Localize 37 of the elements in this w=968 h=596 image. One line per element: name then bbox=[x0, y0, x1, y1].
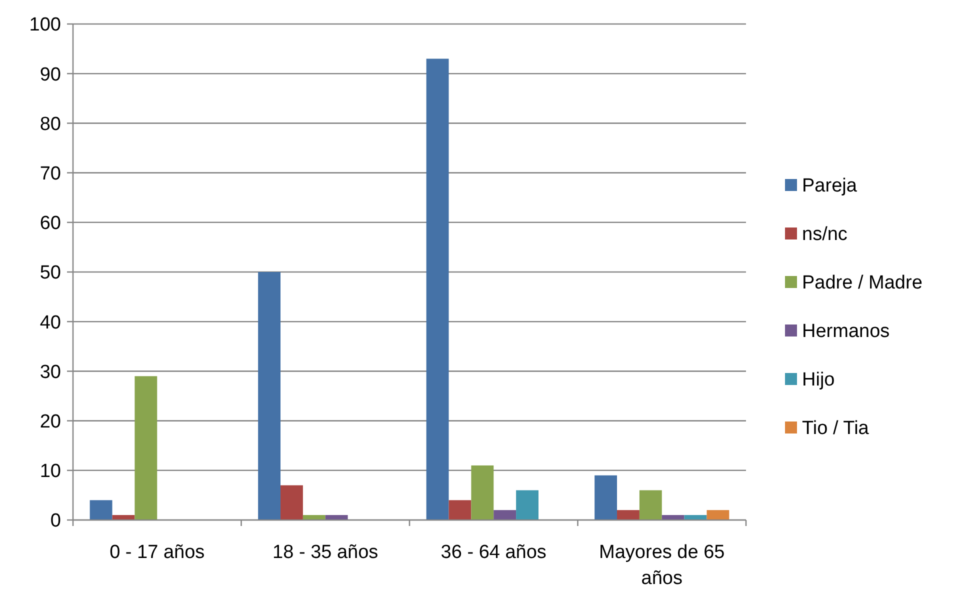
y-tick-label: 80 bbox=[40, 114, 61, 135]
bar bbox=[706, 510, 730, 520]
legend-label: Pareja bbox=[802, 176, 858, 197]
x-tick-label: 36 - 64 años bbox=[440, 542, 546, 563]
bar bbox=[448, 500, 472, 520]
y-tick-label: 10 bbox=[40, 461, 61, 482]
x-tick-label: 18 - 35 años bbox=[272, 542, 378, 563]
y-tick-label: 60 bbox=[40, 213, 61, 234]
legend-label: Hijo bbox=[802, 370, 835, 391]
y-tick-label: 100 bbox=[29, 14, 61, 36]
bar bbox=[471, 465, 494, 520]
y-tick-label: 20 bbox=[40, 411, 61, 432]
y-tick-label: 0 bbox=[50, 510, 61, 532]
bar bbox=[426, 58, 449, 520]
x-tick-label: Mayores de 65 años bbox=[599, 542, 725, 589]
legend-label: Padre / Madre bbox=[802, 272, 922, 294]
bar bbox=[302, 515, 326, 520]
x-tick-label: 0 - 17 años bbox=[110, 542, 205, 563]
bar bbox=[280, 485, 303, 520]
bar bbox=[90, 500, 112, 520]
bar bbox=[662, 515, 684, 520]
bar bbox=[325, 515, 348, 520]
bar bbox=[494, 510, 516, 520]
legend-label: ns/nc bbox=[802, 224, 848, 246]
bar bbox=[617, 510, 640, 520]
y-tick-label: 50 bbox=[40, 262, 61, 284]
bar bbox=[134, 376, 158, 520]
bar bbox=[639, 490, 662, 520]
bar bbox=[594, 475, 618, 520]
y-tick-label: 30 bbox=[40, 362, 61, 383]
legend-label: Tio / Tia bbox=[802, 418, 870, 440]
legend-label: Hermanos bbox=[802, 321, 890, 342]
y-tick-label: 90 bbox=[40, 64, 61, 86]
y-tick-label: 40 bbox=[40, 312, 61, 334]
bar bbox=[258, 272, 281, 520]
bar bbox=[516, 490, 538, 520]
y-tick-label: 70 bbox=[40, 163, 61, 184]
